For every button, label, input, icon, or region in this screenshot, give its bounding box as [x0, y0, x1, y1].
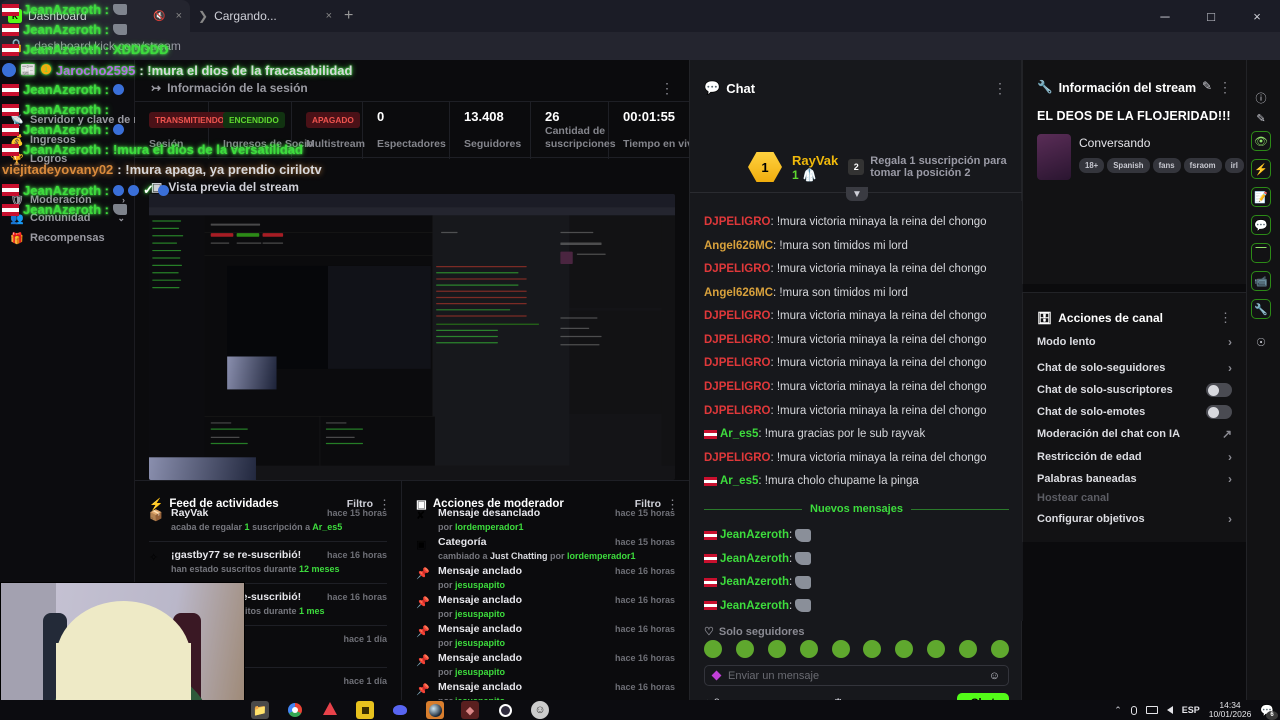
- svg-text:K: K: [12, 12, 18, 21]
